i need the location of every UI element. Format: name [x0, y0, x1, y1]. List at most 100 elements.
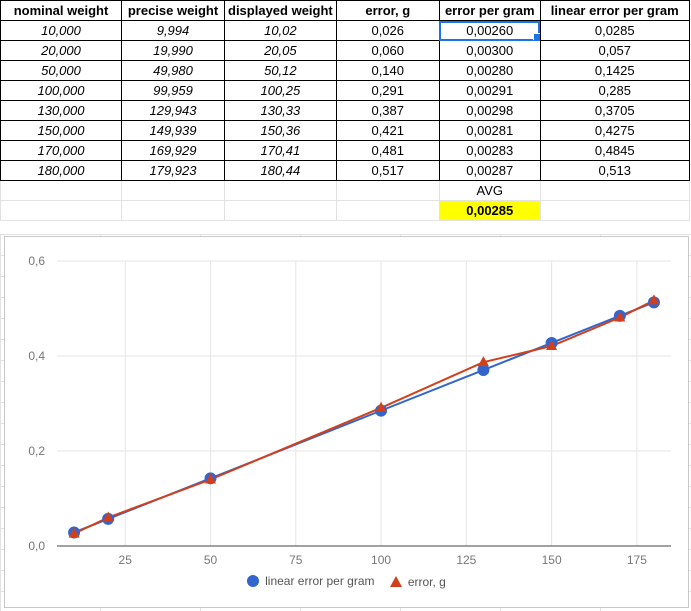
table-row: 100,000 99,959 100,25 0,291 0,00291 0,285: [0, 80, 690, 101]
table-row: 150,000 149,939 150,36 0,421 0,00281 0,4275: [0, 120, 690, 141]
header-linear-error-per-gram[interactable]: linear error per gram: [539, 0, 690, 21]
header-nominal-weight[interactable]: nominal weight: [0, 0, 122, 21]
x-tick-label: 125: [456, 553, 476, 567]
cell-nominal-weight[interactable]: 100,000: [0, 80, 122, 101]
cell-precise-weight[interactable]: 169,929: [121, 140, 225, 161]
cell-error-per-gram[interactable]: 0,00281: [438, 120, 541, 141]
avg-label-row: AVG: [0, 180, 690, 201]
cell-error-g[interactable]: 0,481: [335, 140, 440, 161]
cell-linear-error-per-gram[interactable]: 0,1425: [539, 60, 690, 81]
cell-precise-weight[interactable]: 19,990: [121, 40, 225, 61]
x-tick-label: 150: [542, 553, 562, 567]
cell-displayed-weight[interactable]: 130,33: [224, 100, 337, 121]
avg-value-row: 0,00285: [0, 200, 690, 221]
avg-label[interactable]: AVG: [438, 180, 541, 201]
x-tick-label: 100: [371, 553, 391, 567]
series-line-error-g: [73, 299, 655, 535]
cell-nominal-weight[interactable]: 20,000: [0, 40, 122, 61]
cell-linear-error-per-gram[interactable]: 0,513: [539, 160, 690, 181]
data-point-linear-error-per-gram: [477, 364, 490, 377]
legend-item-linear[interactable]: linear error per gram: [247, 574, 375, 588]
y-tick-label: 0,4: [28, 349, 45, 363]
data-point-error-g: [68, 527, 80, 538]
data-point-error-g: [102, 511, 114, 522]
x-tick-label: 75: [289, 553, 303, 567]
x-tick-label: 175: [627, 553, 647, 567]
cell-error-per-gram[interactable]: 0,00287: [438, 160, 541, 181]
cell-nominal-weight[interactable]: 150,000: [0, 120, 122, 141]
cell-error-g[interactable]: 0,026: [335, 20, 440, 41]
empty-cell[interactable]: [224, 180, 337, 201]
header-displayed-weight[interactable]: displayed weight: [224, 0, 337, 21]
cell-displayed-weight[interactable]: 180,44: [224, 160, 337, 181]
cell-linear-error-per-gram[interactable]: 0,4275: [539, 120, 690, 141]
empty-cell[interactable]: [224, 200, 337, 221]
header-precise-weight[interactable]: precise weight: [121, 0, 225, 21]
table-row: 10,000 9,994 10,02 0,026 0,00260 0,0285: [0, 20, 690, 41]
cell-precise-weight[interactable]: 49,980: [121, 60, 225, 81]
chart-plot: 25 50 75 100 125 150 175 0,0 0,2 0,4 0,6: [28, 254, 671, 567]
table-row: 180,000 179,923 180,44 0,517 0,00287 0,513: [0, 160, 690, 181]
cell-linear-error-per-gram[interactable]: 0,0285: [539, 20, 690, 41]
cell-displayed-weight[interactable]: 100,25: [224, 80, 337, 101]
cell-error-g[interactable]: 0,387: [335, 100, 440, 121]
cell-error-g[interactable]: 0,140: [335, 60, 440, 81]
cell-nominal-weight[interactable]: 170,000: [0, 140, 122, 161]
cell-error-per-gram[interactable]: 0,00260: [438, 20, 541, 41]
chart[interactable]: 25 50 75 100 125 150 175 0,0 0,2 0,4 0,6 linear er…: [4, 236, 689, 608]
cell-displayed-weight[interactable]: 150,36: [224, 120, 337, 141]
cell-precise-weight[interactable]: 9,994: [121, 20, 225, 41]
cell-precise-weight[interactable]: 149,939: [121, 120, 225, 141]
cell-linear-error-per-gram[interactable]: 0,3705: [539, 100, 690, 121]
cell-error-per-gram[interactable]: 0,00280: [438, 60, 541, 81]
x-tick-label: 50: [204, 553, 218, 567]
cell-nominal-weight[interactable]: 50,000: [0, 60, 122, 81]
empty-cell[interactable]: [0, 180, 122, 201]
cell-error-per-gram[interactable]: 0,00300: [438, 40, 541, 61]
cell-error-per-gram[interactable]: 0,00283: [438, 140, 541, 161]
spreadsheet: nominal weight precise weight displayed …: [0, 0, 690, 221]
table-row: 130,000 129,943 130,33 0,387 0,00298 0,3705: [0, 100, 690, 121]
y-tick-label: 0,6: [28, 254, 45, 268]
table-row: 20,000 19,990 20,05 0,060 0,00300 0,057: [0, 40, 690, 61]
cell-displayed-weight[interactable]: 20,05: [224, 40, 337, 61]
cell-precise-weight[interactable]: 179,923: [121, 160, 225, 181]
cell-error-g[interactable]: 0,421: [335, 120, 440, 141]
data-point-error-g: [648, 294, 660, 305]
data-table: nominal weight precise weight displayed …: [0, 0, 690, 221]
cell-displayed-weight[interactable]: 10,02: [224, 20, 337, 41]
empty-cell[interactable]: [0, 200, 122, 221]
data-point-error-g: [614, 311, 626, 322]
cell-nominal-weight[interactable]: 130,000: [0, 100, 122, 121]
cell-linear-error-per-gram[interactable]: 0,4845: [539, 140, 690, 161]
triangle-marker-icon: [389, 576, 402, 587]
avg-value-cell[interactable]: 0,00285: [438, 200, 541, 221]
header-error-g[interactable]: error, g: [335, 0, 440, 21]
legend-label-error: error, g: [407, 574, 446, 589]
cell-error-g[interactable]: 0,060: [335, 40, 440, 61]
table-row: 50,000 49,980 50,12 0,140 0,00280 0,1425: [0, 60, 690, 81]
empty-cell[interactable]: [335, 180, 440, 201]
cell-precise-weight[interactable]: 99,959: [121, 80, 225, 101]
table-row: 170,000 169,929 170,41 0,481 0,00283 0,4845: [0, 140, 690, 161]
cell-nominal-weight[interactable]: 10,000: [0, 20, 122, 41]
cell-error-per-gram[interactable]: 0,00298: [438, 100, 541, 121]
cell-displayed-weight[interactable]: 50,12: [224, 60, 337, 81]
empty-cell[interactable]: [539, 180, 690, 201]
header-error-per-gram[interactable]: error per gram: [438, 0, 541, 21]
empty-cell[interactable]: [121, 200, 225, 221]
empty-cell[interactable]: [121, 180, 225, 201]
cell-nominal-weight[interactable]: 180,000: [0, 160, 122, 181]
circle-marker-icon: [247, 575, 260, 587]
cell-displayed-weight[interactable]: 170,41: [224, 140, 337, 161]
cell-error-g[interactable]: 0,517: [335, 160, 440, 181]
cell-linear-error-per-gram[interactable]: 0,285: [539, 80, 690, 101]
empty-cell[interactable]: [539, 200, 690, 221]
legend-label-linear: linear error per gram: [265, 574, 375, 588]
cell-linear-error-per-gram[interactable]: 0,057: [539, 40, 690, 61]
cell-precise-weight[interactable]: 129,943: [121, 100, 225, 121]
cell-error-per-gram[interactable]: 0,00291: [438, 80, 541, 101]
legend-item-error[interactable]: error, g: [389, 574, 446, 589]
cell-error-g[interactable]: 0,291: [335, 80, 440, 101]
empty-cell[interactable]: [335, 200, 440, 221]
